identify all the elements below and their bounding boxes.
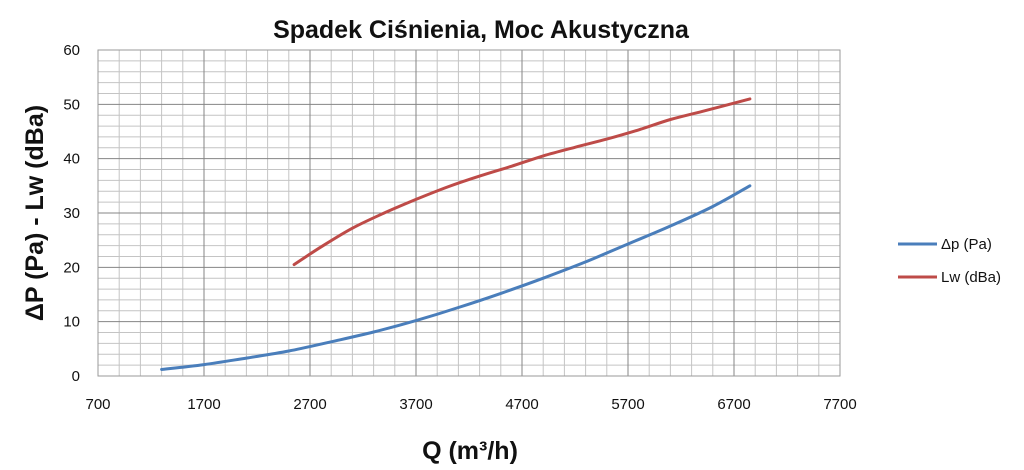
series-lines xyxy=(160,97,752,371)
x-tick-label: 4700 xyxy=(505,396,538,413)
chart-title: Spadek Ciśnienia, Moc Akustyczna xyxy=(273,16,690,44)
x-tick-label: 700 xyxy=(85,396,110,413)
y-tick-label: 0 xyxy=(72,368,80,385)
x-tick-label: 2700 xyxy=(293,396,326,413)
series-line-delta-p xyxy=(160,184,752,371)
x-tick-label: 1700 xyxy=(187,396,220,413)
plot-area-frame xyxy=(97,49,841,377)
legend: Δp (Pa) Lw (dBa) xyxy=(898,236,1001,286)
legend-label-lw: Lw (dBa) xyxy=(941,269,1001,286)
x-tick-label: 7700 xyxy=(823,396,856,413)
grid xyxy=(98,50,840,376)
legend-label-delta-p: Δp (Pa) xyxy=(941,236,992,253)
y-tick-labels: 0 10 20 30 40 50 60 xyxy=(63,42,80,385)
y-tick-label: 60 xyxy=(63,42,80,59)
x-tick-labels: 700 1700 2700 3700 4700 5700 6700 7700 xyxy=(85,396,856,413)
x-axis-title: Q (m³/h) xyxy=(422,437,518,465)
y-tick-label: 30 xyxy=(63,205,80,222)
x-tick-label: 6700 xyxy=(717,396,750,413)
x-tick-label: 5700 xyxy=(611,396,644,413)
y-axis-title: ΔP (Pa) - Lw (dBa) xyxy=(21,105,49,321)
y-tick-label: 20 xyxy=(63,259,80,276)
x-tick-label: 3700 xyxy=(399,396,432,413)
y-tick-label: 40 xyxy=(63,151,80,168)
y-tick-label: 50 xyxy=(63,96,80,113)
y-tick-label: 10 xyxy=(63,314,80,331)
series-line-lw xyxy=(292,97,752,267)
